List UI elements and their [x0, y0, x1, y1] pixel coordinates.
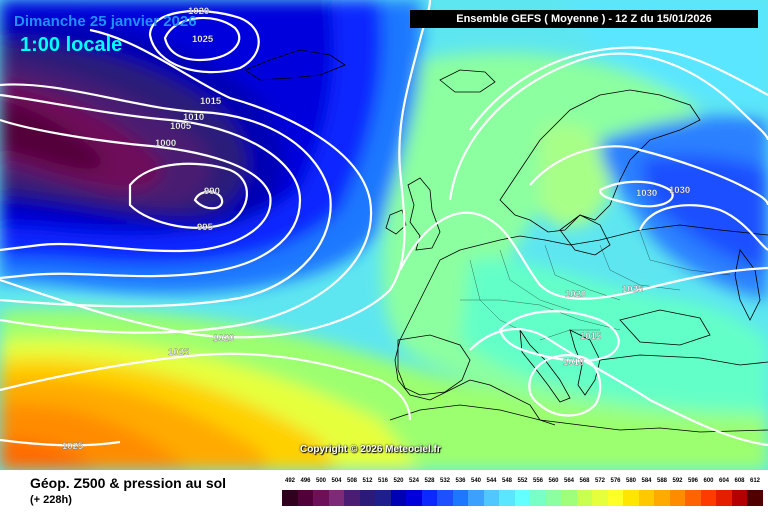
legend-swatch [700, 490, 716, 506]
isobar-label: 1030 [669, 185, 690, 196]
copyright-notice: Copyright © 2026 Meteociel.fr [300, 444, 441, 455]
isobar-label: 1025 [62, 441, 84, 452]
legend-value: 580 [625, 478, 636, 484]
legend-value: 556 [532, 478, 543, 484]
legend-swatch [514, 490, 530, 506]
legend-value: 504 [331, 478, 342, 484]
legend-swatch [359, 490, 375, 506]
chart-title: Géop. Z500 & pression au sol [30, 475, 227, 491]
legend-swatch [561, 490, 577, 506]
legend-value: 512 [362, 478, 373, 484]
legend-value: 496 [300, 478, 311, 484]
z500-field [0, 0, 768, 470]
isobar-label: 1020 [188, 6, 209, 17]
legend-value: 568 [579, 478, 590, 484]
legend-value: 516 [377, 478, 388, 484]
legend-swatch [747, 490, 763, 506]
legend-swatch [499, 490, 515, 506]
forecast-time: 1:00 locale [20, 34, 123, 56]
legend-value: 584 [641, 478, 652, 484]
forecast-lead-time: (+ 228h) [30, 494, 72, 506]
legend-swatch [716, 490, 732, 506]
legend-value: 532 [439, 478, 450, 484]
legend-swatch [328, 490, 344, 506]
legend-value: 560 [548, 478, 559, 484]
legend-value: 492 [284, 478, 295, 484]
legend-value: 528 [424, 478, 435, 484]
legend-swatch [638, 490, 654, 506]
isobar-label: 1025 [192, 34, 214, 45]
legend-swatch [623, 490, 639, 506]
legend-swatch [390, 490, 406, 506]
legend-value: 604 [718, 478, 729, 484]
map-panel: 1020 1025 1015 1010 1005 1000 990 995 10… [0, 0, 768, 470]
legend-swatch [375, 490, 391, 506]
legend-footer: Géop. Z500 & pression au sol (+ 228h) 49… [0, 470, 768, 512]
legend-value: 608 [734, 478, 745, 484]
legend-swatch [313, 490, 329, 506]
isobar-label: 1025 [622, 284, 644, 295]
legend-swatch [344, 490, 360, 506]
legend-value: 524 [408, 478, 419, 484]
model-run-banner: Ensemble GEFS ( Moyenne ) - 12 Z du 15/0… [410, 10, 758, 28]
legend-swatch [406, 490, 422, 506]
legend-value: 600 [703, 478, 714, 484]
legend-value: 500 [315, 478, 326, 484]
legend-swatch [607, 490, 623, 506]
legend-swatch [483, 490, 499, 506]
legend-value: 612 [749, 478, 760, 484]
geopotential-map: 1020 1025 1015 1010 1005 1000 990 995 10… [0, 0, 768, 470]
legend-swatch [530, 490, 546, 506]
isobar-label: 1020 [213, 333, 234, 344]
legend-swatch [545, 490, 561, 506]
legend-swatch [468, 490, 484, 506]
legend-swatch [282, 490, 298, 506]
legend-value: 544 [486, 478, 497, 484]
isobars [0, 0, 768, 447]
isobar-labels: 1020 1025 1015 1010 1005 1000 990 995 10… [62, 6, 690, 452]
isobar-label: 990 [204, 186, 220, 197]
legend-value: 596 [687, 478, 698, 484]
isobar-label: 1005 [170, 121, 192, 132]
legend-swatch [421, 490, 437, 506]
legend-swatch [576, 490, 592, 506]
isobar-label: 1025 [168, 347, 190, 358]
legend-value: 548 [501, 478, 512, 484]
legend-swatch [731, 490, 747, 506]
isobar-label: 1015 [580, 331, 602, 342]
legend-value: 588 [656, 478, 667, 484]
legend-value: 520 [393, 478, 404, 484]
legend-value: 540 [470, 478, 481, 484]
legend-swatch [654, 490, 670, 506]
legend-swatch [297, 490, 313, 506]
forecast-date: Dimanche 25 janvier 2026 [14, 13, 197, 30]
isobar-label: 1030 [636, 188, 657, 199]
legend-value: 552 [517, 478, 528, 484]
legend-swatch [669, 490, 685, 506]
legend-swatch [452, 490, 468, 506]
legend-value: 572 [594, 478, 605, 484]
legend-value: 564 [563, 478, 574, 484]
legend-value: 508 [346, 478, 357, 484]
legend-value: 536 [455, 478, 466, 484]
legend-value: 576 [610, 478, 621, 484]
isobar-label: 995 [197, 222, 214, 233]
legend-swatch [437, 490, 453, 506]
legend-value: 592 [672, 478, 683, 484]
isobar-label: 1010 [563, 357, 584, 368]
legend-swatch [685, 490, 701, 506]
isobar-label: 1010 [183, 112, 204, 123]
isobar-label: 1000 [155, 138, 176, 149]
borders [460, 231, 731, 341]
isobar-label: 1015 [200, 96, 222, 107]
legend-swatch [592, 490, 608, 506]
coastlines [244, 49, 768, 433]
isobar-label: 1020 [565, 289, 586, 300]
